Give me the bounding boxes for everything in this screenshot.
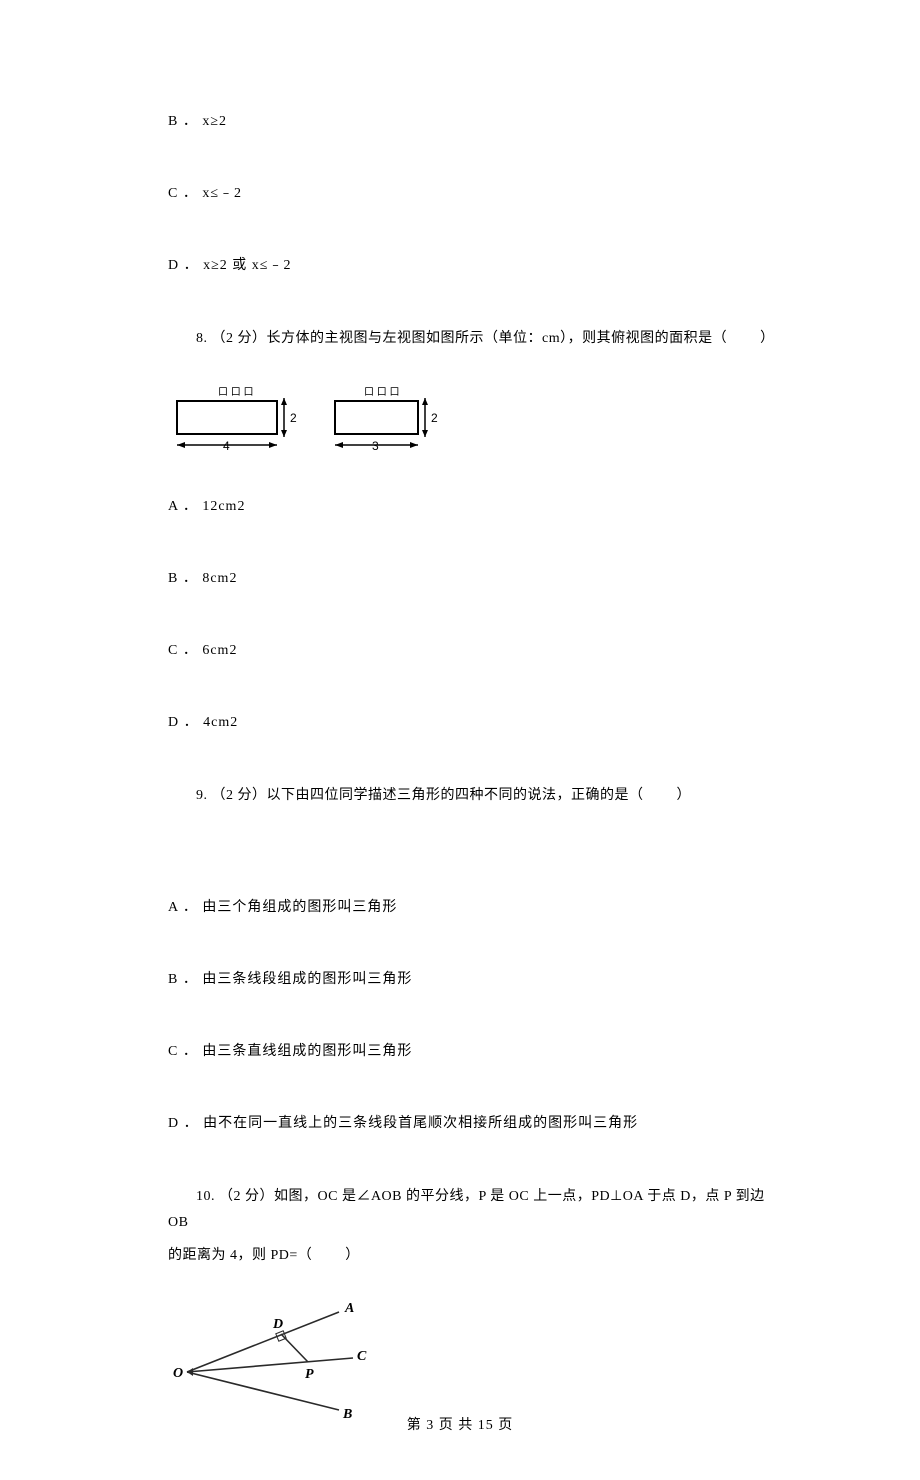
q9-option-a: A ． 由三个角组成的图形叫三角形 [168, 896, 770, 916]
q9-option-c: C ． 由三条直线组成的图形叫三角形 [168, 1040, 770, 1060]
svg-text:2: 2 [290, 411, 297, 425]
svg-text:3: 3 [372, 439, 379, 453]
q9-stem: 9. （2 分）以下由四位同学描述三角形的四种不同的说法，正确的是（ ） [168, 783, 770, 808]
q10-stem-line1: 10. （2 分）如图，OC 是∠AOB 的平分线，P 是 OC 上一点，PD⊥… [168, 1184, 770, 1234]
q7-option-c: C ． x≤﹣2 [168, 182, 770, 202]
svg-text:O: O [173, 1366, 183, 1381]
svg-text:D: D [272, 1317, 283, 1332]
q8-option-d: D ． 4cm2 [168, 711, 770, 731]
q8-stem: 8. （2 分）长方体的主视图与左视图如图所示（单位：cm），则其俯视图的面积是… [168, 326, 770, 351]
svg-text:C: C [357, 1349, 367, 1364]
q8-option-c: C ． 6cm2 [168, 639, 770, 659]
q10-stem-line2: 的距离为 4，则 PD=（ ） [168, 1243, 770, 1268]
q8-option-a: A ． 12cm2 [168, 495, 770, 515]
q9-option-d: D ． 由不在同一直线上的三条线段首尾顺次相接所组成的图形叫三角形 [168, 1112, 770, 1132]
svg-text:A: A [344, 1301, 354, 1316]
q8-diagram-main-view: 口 口 口 2 4 [173, 383, 301, 459]
q8-diagram-left-view: 口 口 口 2 3 [331, 383, 446, 459]
svg-text:4: 4 [223, 439, 230, 453]
svg-text:口 口 口: 口 口 口 [218, 387, 254, 398]
q8-option-b: B ． 8cm2 [168, 567, 770, 587]
q9-option-b: B ． 由三条线段组成的图形叫三角形 [168, 968, 770, 988]
q10-figure: O A C B D P [173, 1300, 770, 1420]
q7-option-d: D ． x≥2 或 x≤﹣2 [168, 254, 770, 274]
q7-option-b: B ． x≥2 [168, 110, 770, 130]
svg-text:口 口 口: 口 口 口 [364, 387, 400, 398]
page-footer: 第 3 页 共 15 页 [0, 1414, 920, 1434]
svg-text:P: P [305, 1367, 314, 1382]
q10-angle-diagram: O A C B D P [173, 1300, 368, 1420]
svg-text:2: 2 [431, 411, 438, 425]
q8-figures: 口 口 口 2 4 口 口 口 2 3 [173, 383, 770, 459]
